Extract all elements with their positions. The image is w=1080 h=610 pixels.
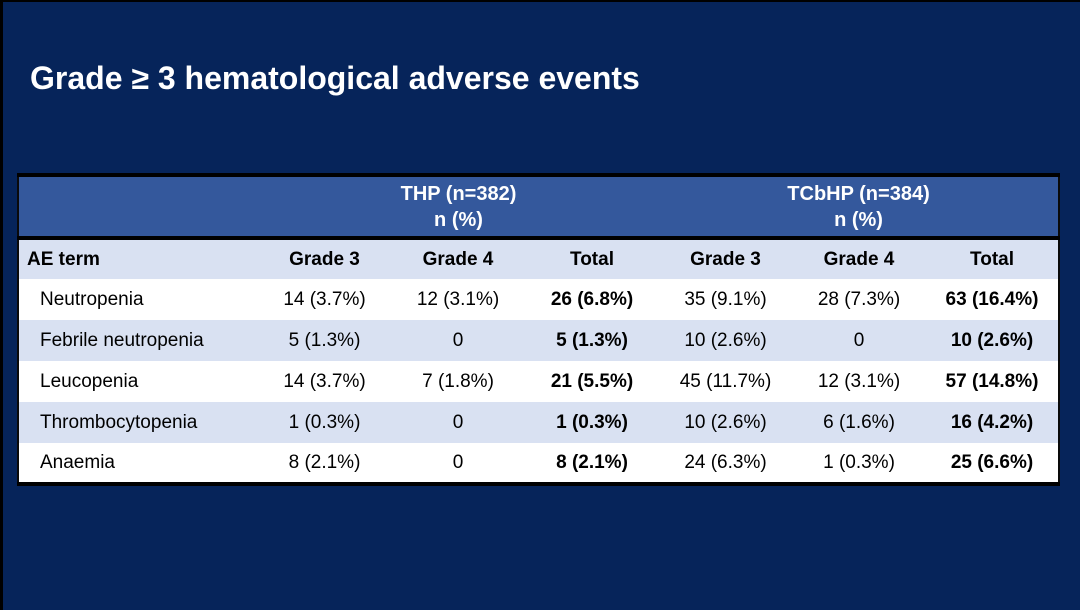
value-cell-total: 25 (6.6%) xyxy=(926,443,1060,486)
value-cell-total: 26 (6.8%) xyxy=(525,279,659,320)
ae-term-cell: Neutropenia xyxy=(18,279,258,320)
group-header-tcbhp-label: TCbHP (n=384) xyxy=(787,182,930,205)
value-cell: 12 (3.1%) xyxy=(792,361,926,402)
value-cell: 14 (3.7%) xyxy=(258,361,391,402)
value-cell-total: 16 (4.2%) xyxy=(926,402,1060,443)
value-cell: 10 (2.6%) xyxy=(659,320,792,361)
table-row: THP (n=382) n (%) TCbHP (n=384) n (%) xyxy=(18,173,1060,240)
value-cell: 24 (6.3%) xyxy=(659,443,792,486)
value-cell: 7 (1.8%) xyxy=(391,361,525,402)
column-header-grade4-thp: Grade 4 xyxy=(391,238,525,279)
table-row: AE term Grade 3 Grade 4 Total Grade 3 Gr… xyxy=(18,238,1060,279)
value-cell: 12 (3.1%) xyxy=(391,279,525,320)
value-cell: 0 xyxy=(391,320,525,361)
value-cell-total: 1 (0.3%) xyxy=(525,402,659,443)
value-cell: 0 xyxy=(391,443,525,486)
adverse-events-table: THP (n=382) n (%) TCbHP (n=384) n (%) AE… xyxy=(17,173,1061,486)
group-header-spacer xyxy=(18,173,258,240)
table-row: Neutropenia 14 (3.7%) 12 (3.1%) 26 (6.8%… xyxy=(18,279,1060,320)
value-cell-total: 57 (14.8%) xyxy=(926,361,1060,402)
group-header-thp-label: THP (n=382) xyxy=(400,182,517,205)
value-cell: 14 (3.7%) xyxy=(258,279,391,320)
ae-term-cell: Anaemia xyxy=(18,443,258,486)
group-header-thp: THP (n=382) n (%) xyxy=(258,173,659,240)
column-header-total-tcbhp: Total xyxy=(926,238,1060,279)
value-cell: 5 (1.3%) xyxy=(258,320,391,361)
slide-top-edge xyxy=(0,0,1080,2)
value-cell-total: 21 (5.5%) xyxy=(525,361,659,402)
value-cell-total: 10 (2.6%) xyxy=(926,320,1060,361)
table-row: Febrile neutropenia 5 (1.3%) 0 5 (1.3%) … xyxy=(18,320,1060,361)
value-cell: 45 (11.7%) xyxy=(659,361,792,402)
table-row: Thrombocytopenia 1 (0.3%) 0 1 (0.3%) 10 … xyxy=(18,402,1060,443)
group-header-tcbhp-sub: n (%) xyxy=(834,208,883,231)
column-header-grade3-tcbhp: Grade 3 xyxy=(659,238,792,279)
column-header-grade4-tcbhp: Grade 4 xyxy=(792,238,926,279)
value-cell: 6 (1.6%) xyxy=(792,402,926,443)
table-row: Leucopenia 14 (3.7%) 7 (1.8%) 21 (5.5%) … xyxy=(18,361,1060,402)
value-cell: 8 (2.1%) xyxy=(258,443,391,486)
table-row: Anaemia 8 (2.1%) 0 8 (2.1%) 24 (6.3%) 1 … xyxy=(18,443,1060,486)
value-cell: 35 (9.1%) xyxy=(659,279,792,320)
value-cell-total: 63 (16.4%) xyxy=(926,279,1060,320)
value-cell-total: 8 (2.1%) xyxy=(525,443,659,486)
value-cell: 1 (0.3%) xyxy=(258,402,391,443)
slide-title: Grade ≥ 3 hematological adverse events xyxy=(30,60,640,96)
value-cell: 28 (7.3%) xyxy=(792,279,926,320)
group-header-tcbhp: TCbHP (n=384) n (%) xyxy=(659,173,1060,240)
value-cell: 0 xyxy=(792,320,926,361)
value-cell: 10 (2.6%) xyxy=(659,402,792,443)
value-cell: 0 xyxy=(391,402,525,443)
slide-left-edge xyxy=(0,0,3,610)
ae-term-cell: Thrombocytopenia xyxy=(18,402,258,443)
column-header-grade3-thp: Grade 3 xyxy=(258,238,391,279)
value-cell: 1 (0.3%) xyxy=(792,443,926,486)
value-cell-total: 5 (1.3%) xyxy=(525,320,659,361)
group-header-thp-sub: n (%) xyxy=(434,208,483,231)
column-header-total-thp: Total xyxy=(525,238,659,279)
ae-term-cell: Leucopenia xyxy=(18,361,258,402)
ae-term-cell: Febrile neutropenia xyxy=(18,320,258,361)
column-header-ae-term: AE term xyxy=(18,238,258,279)
